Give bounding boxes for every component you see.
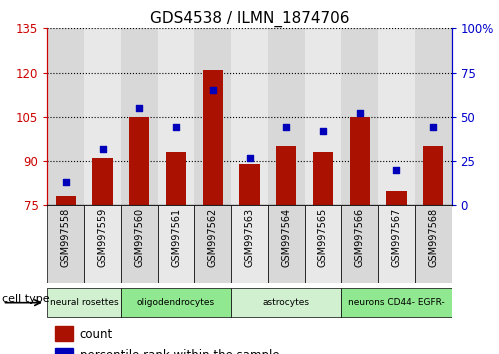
Bar — [415, 28, 452, 205]
Bar — [378, 28, 415, 205]
FancyBboxPatch shape — [341, 205, 378, 283]
Bar — [313, 152, 333, 205]
Text: count: count — [80, 327, 113, 341]
Bar — [231, 28, 268, 205]
Text: GSM997560: GSM997560 — [134, 208, 144, 267]
Text: GSM997561: GSM997561 — [171, 208, 181, 267]
FancyBboxPatch shape — [341, 288, 452, 317]
Bar — [166, 152, 186, 205]
Text: GSM997566: GSM997566 — [355, 208, 365, 267]
Bar — [276, 146, 296, 205]
Text: percentile rank within the sample: percentile rank within the sample — [80, 349, 279, 354]
Point — [98, 146, 106, 152]
FancyBboxPatch shape — [268, 205, 304, 283]
FancyBboxPatch shape — [378, 205, 415, 283]
FancyBboxPatch shape — [47, 205, 84, 283]
Point — [62, 179, 70, 185]
FancyBboxPatch shape — [195, 205, 231, 283]
FancyBboxPatch shape — [121, 288, 231, 317]
Bar — [240, 164, 259, 205]
FancyBboxPatch shape — [121, 205, 158, 283]
Point — [246, 155, 253, 160]
Bar — [121, 28, 158, 205]
FancyBboxPatch shape — [84, 205, 121, 283]
Bar — [195, 28, 231, 205]
Text: GSM997568: GSM997568 — [428, 208, 438, 267]
Point — [393, 167, 401, 173]
Text: GSM997565: GSM997565 — [318, 208, 328, 267]
Bar — [92, 158, 113, 205]
Bar — [341, 28, 378, 205]
FancyBboxPatch shape — [231, 288, 341, 317]
Point — [135, 105, 143, 111]
Text: GSM997558: GSM997558 — [61, 208, 71, 267]
Text: GDS4538 / ILMN_1874706: GDS4538 / ILMN_1874706 — [150, 11, 349, 27]
Text: neurons CD44- EGFR-: neurons CD44- EGFR- — [348, 298, 445, 307]
Text: cell type: cell type — [2, 294, 50, 304]
Bar — [203, 70, 223, 205]
Point — [209, 87, 217, 93]
Bar — [55, 348, 73, 354]
FancyBboxPatch shape — [415, 205, 452, 283]
Point — [172, 125, 180, 130]
Bar — [423, 146, 443, 205]
FancyBboxPatch shape — [158, 205, 195, 283]
Point — [282, 125, 290, 130]
Text: GSM997563: GSM997563 — [245, 208, 254, 267]
Text: astrocytes: astrocytes — [263, 298, 310, 307]
Point — [429, 125, 437, 130]
FancyBboxPatch shape — [304, 205, 341, 283]
Bar — [84, 28, 121, 205]
Bar — [386, 190, 407, 205]
Point — [356, 110, 364, 116]
Bar — [55, 326, 73, 341]
Text: GSM997559: GSM997559 — [97, 208, 107, 267]
Text: neural rosettes: neural rosettes — [50, 298, 118, 307]
Bar — [47, 28, 84, 205]
Bar — [158, 28, 195, 205]
Bar — [350, 117, 370, 205]
Text: GSM997562: GSM997562 — [208, 208, 218, 267]
Point — [319, 128, 327, 134]
Bar — [56, 196, 76, 205]
Bar — [268, 28, 304, 205]
Text: oligodendrocytes: oligodendrocytes — [137, 298, 215, 307]
Bar — [304, 28, 341, 205]
Text: GSM997567: GSM997567 — [392, 208, 402, 267]
FancyBboxPatch shape — [231, 205, 268, 283]
Bar — [129, 117, 149, 205]
Text: GSM997564: GSM997564 — [281, 208, 291, 267]
FancyBboxPatch shape — [47, 288, 121, 317]
